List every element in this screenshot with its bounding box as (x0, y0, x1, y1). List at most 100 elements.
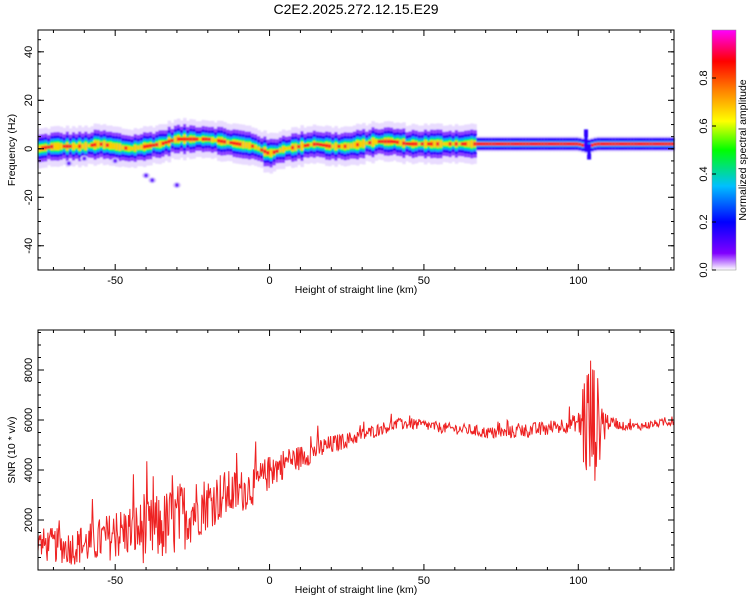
heatmap-cell (439, 140, 443, 148)
heatmap-peak (408, 142, 412, 146)
snr-xlabel: Height of straight line (km) (295, 584, 418, 596)
heatmap-peak (402, 141, 406, 145)
y-tick-label: 0 (23, 146, 35, 152)
heatmap-peak (315, 142, 320, 146)
heatmap-cell (81, 143, 85, 149)
heatmap-peak (643, 142, 647, 146)
heatmap-cell (371, 137, 375, 147)
heatmap-peak (272, 150, 277, 154)
heatmap-peak (229, 141, 233, 145)
heatmap-cell (340, 143, 345, 149)
heatmap-peak (414, 142, 419, 146)
heatmap-peak (318, 142, 323, 147)
heatmap-peak (44, 145, 48, 150)
colorbar-tick-label: 0.6 (698, 118, 710, 133)
heatmap-cell (365, 141, 369, 145)
heatmap-peak (562, 142, 567, 146)
heatmap-cell (133, 144, 138, 152)
heatmap-peak (519, 142, 524, 146)
colorbar-tick-label: 0.4 (698, 166, 710, 181)
heatmap-peak (93, 142, 98, 147)
heatmap-peak (195, 137, 199, 141)
heatmap-peak (627, 142, 632, 146)
heatmap-peak (337, 144, 341, 149)
heatmap-peak (155, 142, 159, 147)
heatmap-cell (102, 140, 107, 149)
heatmap-peak (232, 141, 236, 145)
heatmap-peak (251, 144, 255, 148)
heatmap-peak (186, 137, 190, 141)
heatmap-peak (204, 137, 209, 141)
heatmap-cell (362, 139, 366, 148)
heatmap-peak (217, 139, 221, 143)
heatmap-cell (374, 139, 379, 145)
heatmap-cell (118, 143, 122, 151)
heatmap-peak (488, 142, 493, 146)
heatmap-peak (538, 142, 542, 146)
heatmap-cell (84, 142, 88, 150)
heatmap-peak (393, 140, 397, 144)
heatmap-peak (491, 142, 496, 146)
heatmap-cell (470, 140, 474, 148)
heatmap-cell (210, 137, 215, 143)
snr-ticks: -50 0 50 100 2000 4000 6000 8000 (23, 330, 674, 587)
heatmap-peak (602, 142, 607, 146)
heatmap-cell (309, 142, 314, 147)
spectrogram-ticks: -50 0 50 100 -40 -20 0 20 40 (23, 30, 674, 287)
heatmap-cell (457, 142, 462, 146)
x-tick-label: -50 (107, 275, 123, 287)
heatmap-peak (621, 142, 626, 146)
spectrogram-heatmap (38, 117, 675, 189)
heatmap-peak (670, 142, 675, 146)
heatmap-peak (383, 139, 388, 144)
heatmap-peak (501, 142, 505, 146)
heatmap-cell (247, 142, 252, 149)
heatmap-peak (655, 142, 659, 146)
heatmap-cell (130, 146, 135, 151)
heatmap-blob-core (82, 156, 87, 161)
heatmap-peak (220, 139, 224, 143)
heatmap-peak (544, 142, 548, 146)
y-tick-label: 8000 (23, 358, 35, 382)
heatmap-peak (306, 143, 311, 147)
heatmap-peak (649, 142, 653, 146)
heatmap-peak (494, 142, 499, 146)
heatmap-peak (65, 144, 70, 149)
heatmap-blob-core (174, 183, 179, 188)
heatmap-peak (142, 144, 147, 149)
figure-title: C2E2.2025.272.12.15.E29 (273, 1, 438, 17)
heatmap-peak (436, 142, 440, 146)
heatmap-peak (343, 144, 348, 149)
heatmap-peak (389, 139, 394, 144)
snr-frame (37, 329, 675, 571)
heatmap-peak (556, 142, 561, 146)
heatmap-cell (71, 142, 76, 150)
heatmap-cell (241, 141, 246, 148)
heatmap-cell (359, 141, 363, 148)
heatmap-peak (183, 137, 187, 141)
heatmap-blob-core (66, 161, 71, 166)
x-tick-label: -50 (107, 575, 123, 587)
heatmap-cell (139, 144, 144, 150)
y-tick-label: 2000 (23, 508, 35, 532)
y-tick-label: 20 (23, 94, 35, 106)
heatmap-peak (636, 142, 641, 146)
colorbar-ticks: 0.0 0.2 0.4 0.6 0.8 (698, 70, 716, 278)
spectrogram-panel: -50 0 50 100 -40 -20 0 20 40 Height of straight … (6, 29, 675, 296)
heatmap-peak (618, 142, 622, 146)
heatmap-peak (297, 144, 301, 149)
heatmap-peak (192, 137, 196, 141)
heatmap-peak (599, 142, 604, 146)
colorbar-tick-label: 0.2 (698, 214, 710, 229)
x-tick-label: 100 (569, 275, 587, 287)
heatmap-peak (207, 137, 212, 142)
heatmap-peak (612, 142, 616, 146)
heatmap-peak (507, 142, 511, 146)
heatmap-peak (427, 142, 431, 146)
heatmap-cell (56, 142, 61, 151)
heatmap-peak (485, 142, 490, 146)
heatmap-peak (235, 142, 240, 146)
heatmap-peak (164, 140, 169, 145)
heatmap-peak (322, 143, 326, 147)
heatmap-peak (640, 142, 644, 146)
